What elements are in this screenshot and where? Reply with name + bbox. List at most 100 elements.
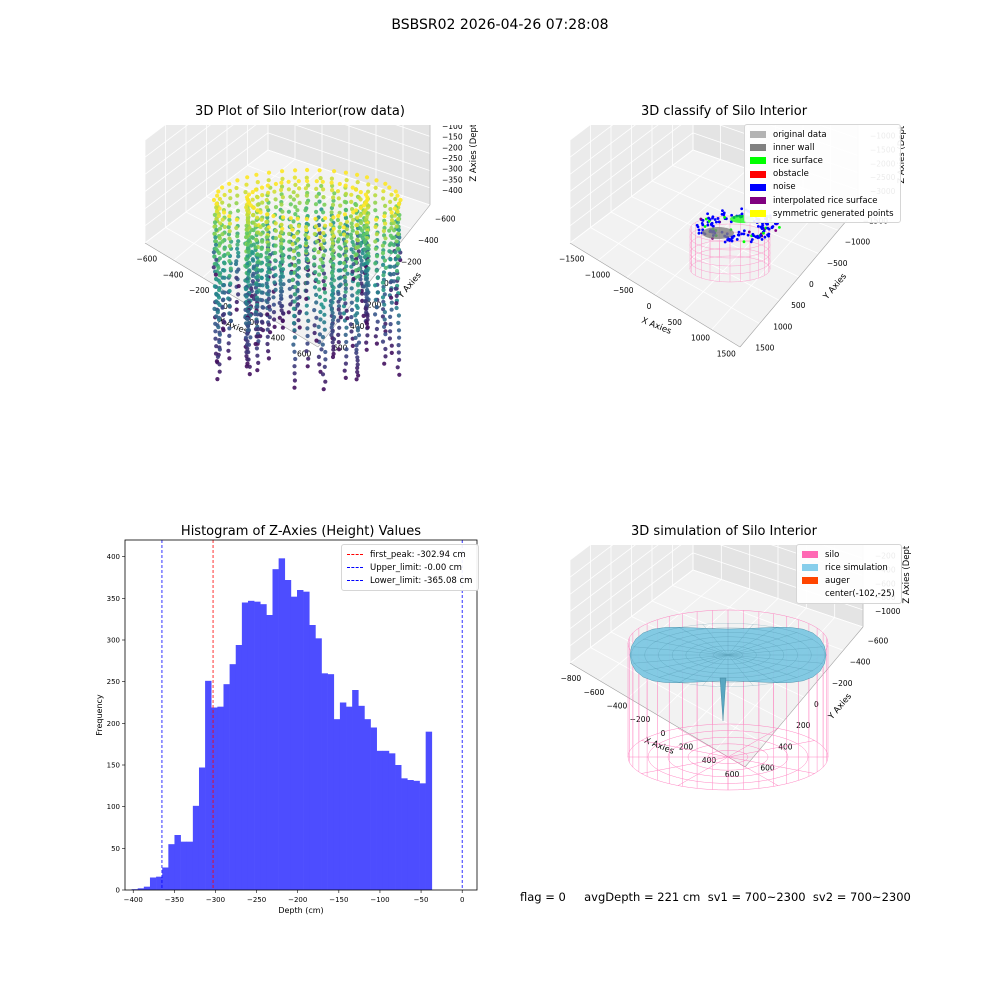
classify-x-tick-label: −1500 (559, 255, 585, 264)
classify-y-tick-label: 500 (791, 301, 806, 310)
histogram-bar (241, 602, 249, 890)
simulation-legend-item: rice simulation (802, 561, 895, 574)
sim-x-tick-label: −600 (584, 688, 605, 697)
histogram-bar (303, 591, 310, 890)
classify-y-axis-label: Y Axies (821, 271, 849, 302)
raw-plot-title: 3D Plot of Silo Interior(row data) (195, 104, 405, 119)
sim-x-tick-label: −200 (630, 715, 651, 724)
classify-z-axis-label: Z Axies (Depth) (897, 125, 907, 184)
raw-scatter-points (211, 167, 403, 392)
histogram-bar (162, 867, 169, 890)
simulation-legend-swatch (802, 591, 818, 598)
classify-legend-swatch (750, 157, 766, 165)
histogram-bar (192, 805, 200, 890)
classify-legend-item: original data (750, 128, 894, 141)
raw-z-tick-label: −100 (442, 125, 463, 131)
simulation-3d-plot: −800−600−400−20002004006006004002000−200… (561, 545, 912, 791)
simulation-legend-item: center(-102,-25) (802, 588, 895, 601)
classify-legend-swatch (750, 183, 766, 191)
raw-axis-lines (144, 125, 431, 348)
hist-legend-item: Lower_limit: -365.08 cm (347, 574, 472, 587)
classify-y-tick-label: 1000 (773, 322, 792, 331)
simulation-legend-label: center(-102,-25) (825, 589, 895, 600)
raw-z-axis-label: Z Axies (Depth) (469, 125, 479, 182)
simulation-legend-label: rice simulation (825, 562, 888, 573)
histogram-bar (260, 604, 267, 890)
sim-x-tick-label: 0 (661, 729, 666, 738)
hist-legend-label: first_peak: -302.94 cm (370, 549, 466, 560)
simulation-legend-item: silo (802, 548, 895, 561)
sim-y-tick-label: −600 (868, 636, 889, 645)
classify-legend-label: interpolated rice surface (773, 195, 878, 206)
sim-x-tick-label: −800 (561, 674, 582, 683)
hist-legend-swatch (347, 580, 363, 582)
classify-legend-swatch (750, 144, 766, 152)
histogram-y-tick-label: 0 (116, 887, 120, 895)
histogram-x-tick-label: −250 (247, 896, 266, 904)
classify-x-tick-label: 500 (668, 318, 683, 327)
classify-legend-item: interpolated rice surface (750, 194, 894, 207)
classify-legend-item: inner wall (750, 141, 894, 154)
simulation-legend-label: auger (825, 575, 850, 586)
histogram-title: Histogram of Z-Axies (Height) Values (180, 524, 422, 539)
histogram-bar (272, 569, 279, 890)
classify-legend-item: noise (750, 181, 894, 194)
classify-legend-swatch (750, 197, 766, 205)
simulation-legend: silo rice simulation auger center(-102,-25) (796, 544, 902, 604)
figure-title: BSBSR02 2026-04-26 07:28:08 (391, 17, 609, 33)
raw-x-tick-label: 0 (223, 302, 228, 311)
histogram-bar (370, 727, 377, 890)
simulation-legend-label: silo (825, 549, 840, 560)
classify-x-tick-label: −500 (613, 286, 634, 295)
histogram-bar (223, 684, 230, 890)
classify-y-tick-label: 1500 (755, 344, 774, 353)
raw-z-tick-label: −350 (442, 175, 463, 184)
classify-legend-swatch (750, 131, 766, 139)
histogram-bar (297, 590, 304, 890)
histogram-bar (156, 876, 163, 890)
classify-y-tick-label: −500 (827, 259, 848, 268)
histogram-bar (382, 750, 390, 890)
raw-x-tick-label: 200 (245, 318, 260, 327)
histogram-bars (131, 558, 433, 890)
histogram-bar (137, 888, 145, 890)
raw-y-tick-label: 200 (367, 301, 382, 310)
simulation-legend-item: auger (802, 574, 895, 587)
classify-legend-label: obstacle (773, 169, 809, 180)
histogram-legend: first_peak: -302.94 cm Upper_limit: -0.00… (341, 544, 480, 591)
histogram-bar (247, 600, 255, 890)
histogram-bar (180, 841, 188, 890)
classify-x-tick-label: −1000 (585, 270, 611, 279)
histogram-bar (284, 580, 292, 890)
classify-legend-label: noise (773, 182, 796, 193)
histogram-bar (327, 674, 335, 890)
sim-z-axis-label: Z Axies (Depth) (902, 545, 912, 604)
sim-y-tick-label: 200 (796, 721, 811, 730)
classify-x-tick-label: 0 (647, 302, 652, 311)
raw-z-tick-label: −300 (442, 165, 463, 174)
histogram-bar (395, 765, 402, 890)
sim-y-tick-label: 400 (778, 742, 793, 751)
raw-x-tick-label: −600 (137, 255, 158, 264)
hist-legend-item: first_peak: -302.94 cm (347, 548, 472, 561)
histogram-y-axis-label: Frequency (95, 694, 104, 736)
simulation-legend-swatch (802, 551, 818, 559)
classify-inner-wall-points (702, 227, 734, 239)
classify-legend-label: rice surface (773, 155, 823, 166)
histogram-bar (352, 690, 359, 890)
histogram-bar (229, 664, 237, 890)
sim-x-axis-label: X Axies (643, 736, 676, 757)
histogram-x-axis-label: Depth (cm) (278, 906, 323, 915)
raw-x-tick-label: −400 (163, 270, 184, 279)
raw-3d-plot: −600−400−20002004006006004002000−200−400… (137, 125, 479, 392)
raw-x-tick-label: 400 (271, 334, 286, 343)
histogram-bar (364, 719, 371, 890)
histogram-x-tick-label: −300 (206, 896, 225, 904)
histogram-bar (235, 645, 243, 890)
histogram-bar (211, 707, 218, 890)
histogram-bar (401, 778, 408, 890)
raw-z-tick-label: −250 (442, 154, 463, 163)
hist-legend-swatch (347, 567, 363, 569)
histogram-y-tick-label: 300 (107, 637, 120, 645)
histogram-bar (254, 601, 261, 890)
